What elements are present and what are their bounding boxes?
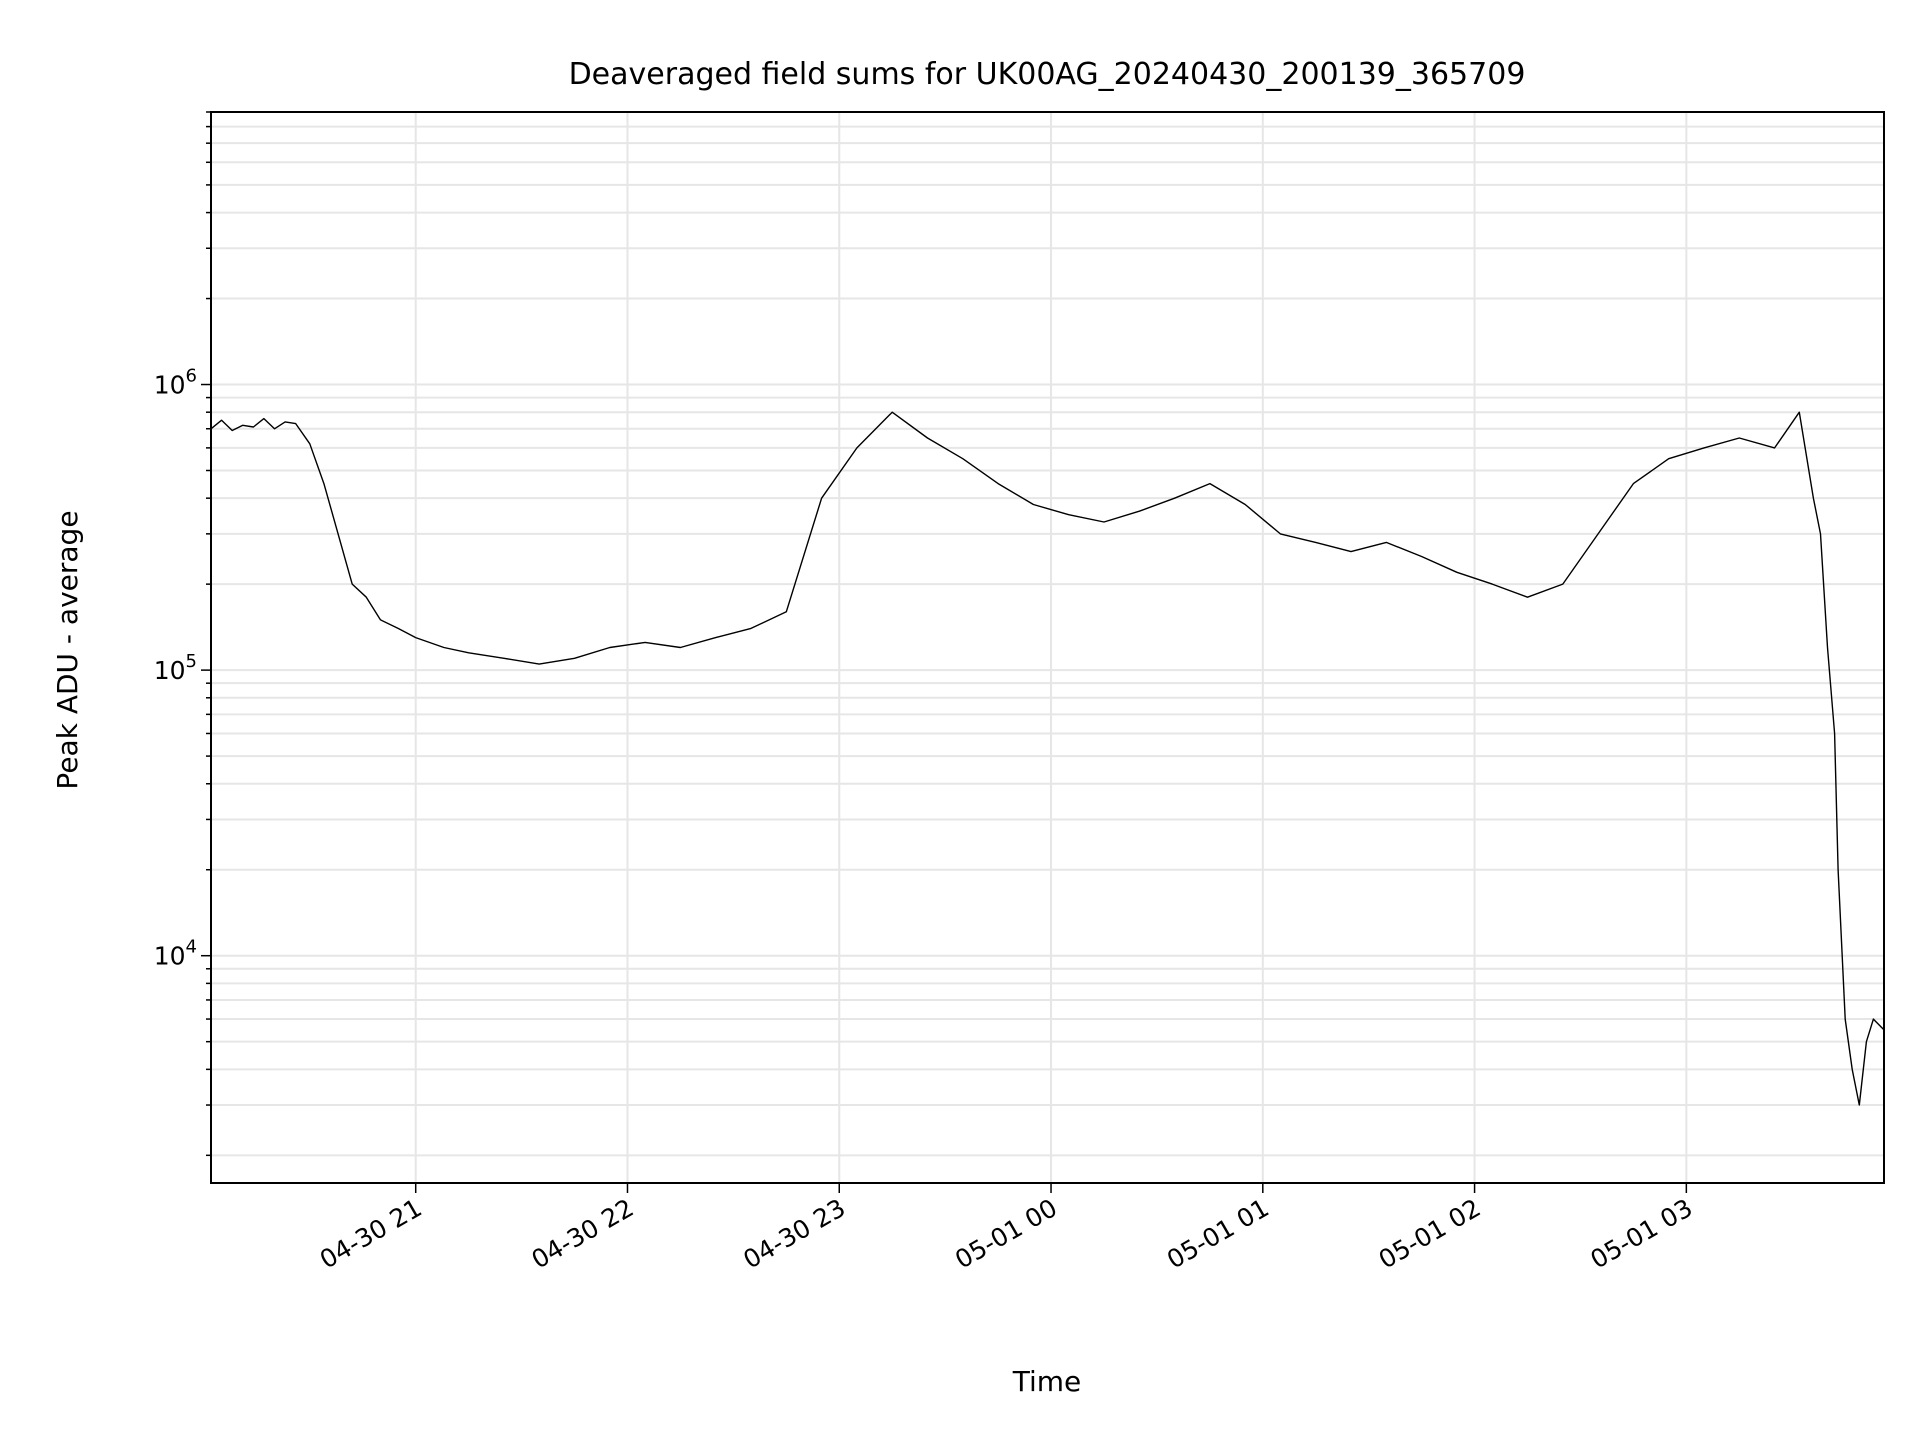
- y-axis-label: Peak ADU - average: [51, 510, 84, 789]
- y-tick-label: 105: [154, 651, 197, 685]
- y-tick-label: 106: [154, 366, 197, 400]
- y-tick-label: 104: [154, 937, 197, 971]
- data-layer: [210, 411, 1885, 1106]
- plot-frame: [210, 111, 1885, 1184]
- series-line-0: [210, 411, 1885, 1106]
- x-axis-label: Time: [1012, 1365, 1082, 1398]
- chart-title: Deaveraged field sums for UK00AG_2024043…: [569, 57, 1526, 92]
